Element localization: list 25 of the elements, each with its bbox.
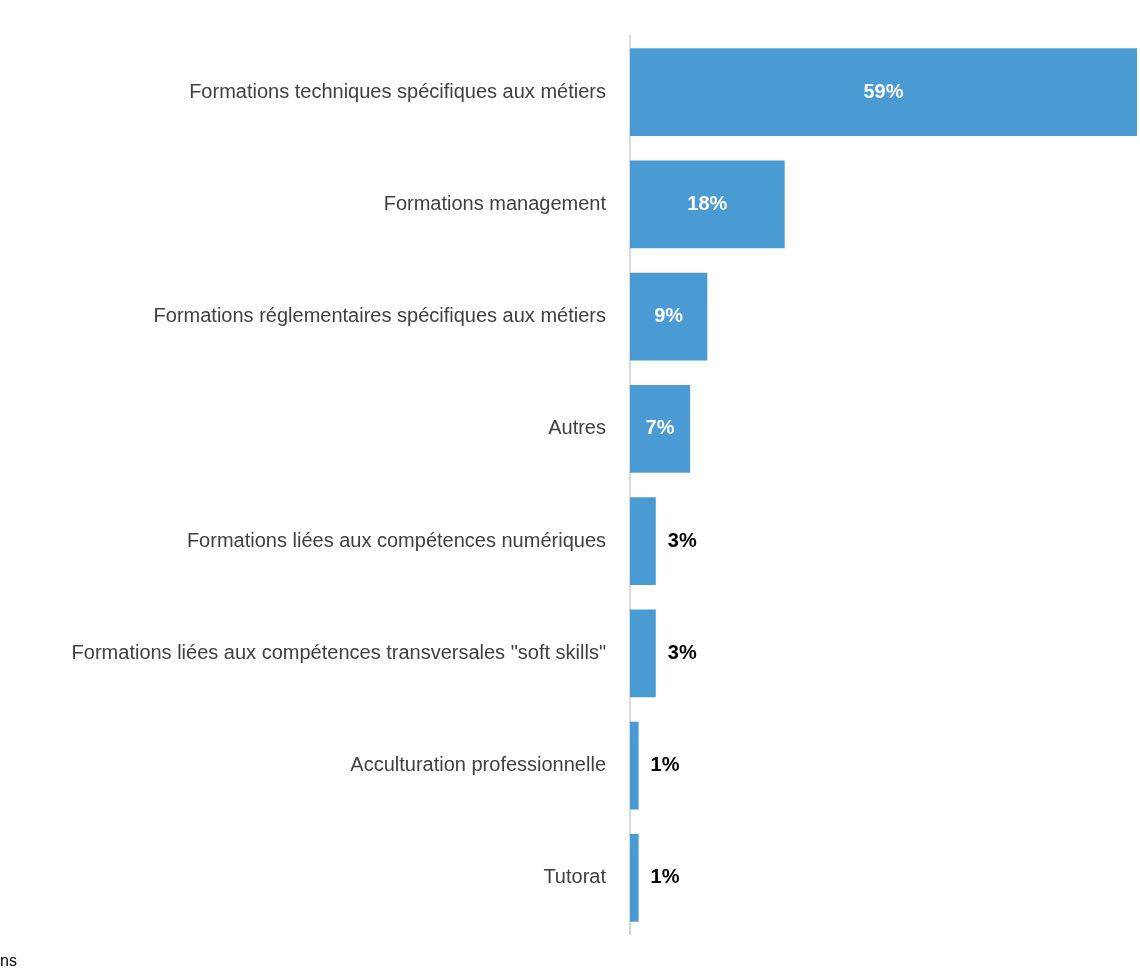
- data-label: 3%: [667, 640, 697, 663]
- y-tick-label: Formations réglementaires spécifiques aux métiers: [153, 304, 606, 327]
- data-label: 1%: [650, 865, 680, 888]
- bar: [630, 385, 691, 473]
- y-tick-label: Formations liées aux compétences numériques: [186, 528, 606, 551]
- text: ns: [0, 952, 17, 970]
- bar: [630, 609, 656, 698]
- y-tick-label: Autres: [548, 416, 606, 439]
- bar: [630, 497, 656, 585]
- data-label: 3%: [667, 528, 697, 551]
- data-label: 7%: [645, 416, 675, 439]
- data-label: 1%: [650, 753, 680, 776]
- data-label: 9%: [654, 304, 684, 327]
- y-tick-label: Tutorat: [543, 865, 607, 888]
- bar: [630, 834, 639, 922]
- y-tick-label: Formations management: [383, 191, 607, 214]
- data-label: 18%: [687, 191, 728, 214]
- bar: [630, 48, 1137, 136]
- bar: [630, 272, 708, 361]
- y-tick-label: Formations liées aux compétences transversales "soft skills": [71, 640, 606, 663]
- bar: [630, 721, 639, 810]
- y-tick-label: Formations techniques spécifiques aux métiers: [189, 79, 606, 102]
- data-label: 59%: [863, 79, 904, 102]
- y-tick-label: Acculturation professionnelle: [350, 753, 606, 776]
- bar: [630, 160, 785, 249]
